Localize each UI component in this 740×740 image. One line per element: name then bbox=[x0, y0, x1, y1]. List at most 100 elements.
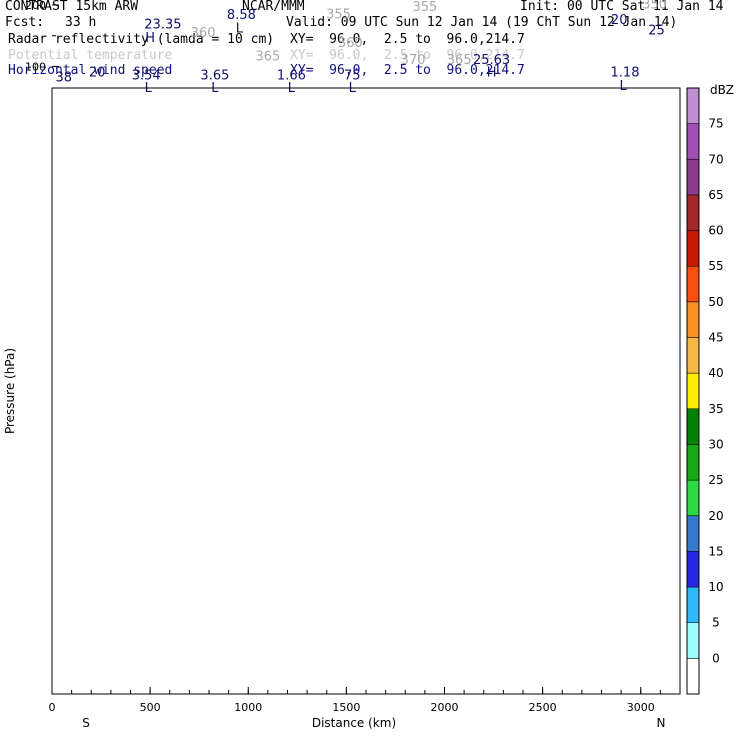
colorbar-swatch bbox=[686, 123, 700, 160]
colorbar-level-label: 70 bbox=[708, 152, 723, 166]
colorbar-level-label: 5 bbox=[712, 616, 720, 630]
theta-stack-contour-8 bbox=[52, 62, 680, 65]
theta-stack-contour-10 bbox=[52, 57, 680, 60]
colorbar-swatch bbox=[686, 658, 700, 695]
colorbar-level-label: 45 bbox=[708, 331, 723, 345]
theta-contour-10 bbox=[52, 0, 680, 5]
forecast-hour: 33 h bbox=[65, 15, 97, 30]
colorbar-swatch bbox=[686, 622, 700, 659]
model-title: CONTRAST 15km ARW bbox=[5, 0, 139, 14]
colorbar-level-label: 15 bbox=[708, 544, 723, 558]
theta-stack-contour-7 bbox=[52, 64, 680, 67]
y-tick-label: 200 bbox=[25, 0, 46, 12]
field-name-theta: Potential temperature bbox=[8, 48, 173, 63]
north-label: N bbox=[657, 716, 666, 730]
x-tick-label: 2000 bbox=[431, 701, 459, 714]
colorbar-level-label: 75 bbox=[708, 117, 723, 131]
colorbar-swatch bbox=[686, 194, 700, 231]
x-tick-label: 0 bbox=[49, 701, 56, 714]
init-time: Init: 00 UTC Sat 11 Jan 14 bbox=[520, 0, 724, 14]
theta-label: 370 bbox=[401, 53, 426, 68]
colorbar-swatch bbox=[686, 444, 700, 481]
field-name-reflectivity: Radar reflectivity (lamda = 10 cm) bbox=[8, 32, 275, 47]
wind-label: 1.18 bbox=[611, 65, 640, 80]
colorbar-swatch bbox=[686, 515, 700, 552]
colorbar-level-label: 65 bbox=[708, 188, 723, 202]
wind-label: 38 bbox=[56, 70, 73, 85]
x-axis-label: Distance (km) bbox=[312, 716, 396, 730]
colorbar-level-label: 0 bbox=[712, 651, 720, 665]
wind-label: L bbox=[619, 79, 627, 94]
colorbar-swatch bbox=[686, 551, 700, 588]
colorbar-swatch bbox=[686, 159, 700, 196]
wind-contour-3 bbox=[221, 54, 405, 79]
colorbar-swatch bbox=[686, 408, 700, 445]
wind-contour-6 bbox=[645, 48, 680, 51]
colorbar-swatch bbox=[686, 87, 700, 124]
theta-label: 360 bbox=[338, 36, 363, 51]
x-tick-label: 2500 bbox=[529, 701, 557, 714]
theta-label: 355 bbox=[412, 0, 437, 15]
colorbar-level-label: 60 bbox=[708, 224, 723, 238]
theta-contour-13 bbox=[91, 48, 680, 60]
colorbar-level-label: 50 bbox=[708, 295, 723, 309]
plot-frame bbox=[51, 87, 681, 695]
colorbar-swatch bbox=[686, 372, 700, 410]
wind-label: 75 bbox=[344, 69, 361, 84]
colorbar-level-label: 10 bbox=[708, 580, 723, 594]
south-label: S bbox=[82, 716, 90, 730]
colorbar-swatch bbox=[686, 301, 700, 338]
wind-label: 3.65 bbox=[200, 69, 229, 84]
wind-label: L bbox=[236, 22, 244, 37]
wind-label: 8.58 bbox=[227, 8, 256, 23]
x-tick-label: 1500 bbox=[332, 701, 360, 714]
colorbar: 0 5 10 15 20 25 30 35 40 45 50 55 60 65 70 75 bbox=[686, 87, 724, 695]
colorbar-frame bbox=[686, 87, 700, 695]
y-axis-label: Pressure (hPa) bbox=[3, 348, 17, 434]
x-tick-label: 3000 bbox=[627, 701, 655, 714]
wind-label: 25 bbox=[648, 24, 665, 39]
wind-label: 3.54 bbox=[132, 69, 161, 84]
colorbar-level-label: 35 bbox=[708, 402, 723, 416]
theta-label: 365 bbox=[255, 49, 280, 64]
colorbar-swatch bbox=[686, 337, 700, 374]
theta-label: 360 bbox=[191, 26, 216, 41]
colorbar-level-label: 20 bbox=[708, 509, 723, 523]
colorbar-level-label: 40 bbox=[708, 366, 723, 380]
theta-label: 365 bbox=[447, 53, 472, 68]
x-tick-label: 500 bbox=[140, 701, 161, 714]
wind-label: H bbox=[487, 65, 497, 80]
field-xy-wind: XY= 96.0, 2.5 to 96.0,214.7 bbox=[290, 63, 525, 78]
theta-label: 350 bbox=[642, 0, 667, 13]
axes: 0500100015002000250030001002003004005006… bbox=[25, 0, 661, 714]
colorbar-swatch bbox=[686, 479, 700, 516]
colorbar-swatch bbox=[686, 265, 700, 303]
x-tick-label: 1000 bbox=[234, 701, 262, 714]
y-tick-label: 100 bbox=[25, 60, 46, 73]
wind-label: 20 bbox=[611, 13, 628, 28]
contour-label-layer: 3653703653603603553553503503503503453453… bbox=[56, 0, 667, 96]
wind-label: 1.66 bbox=[277, 69, 306, 84]
field-xy-theta: XY= 96.0, 2.5 to 96.0,214.7 bbox=[290, 48, 525, 63]
colorbar-unit: dBZ bbox=[710, 83, 734, 97]
organization: NCAR/MMM bbox=[242, 0, 305, 14]
theta-contour-11 bbox=[52, 0, 680, 17]
theta-stack-contour-9 bbox=[52, 59, 680, 62]
forecast-label: Fcst: bbox=[5, 15, 45, 30]
colorbar-level-label: 25 bbox=[708, 473, 723, 487]
colorbar-swatch bbox=[686, 586, 700, 623]
field-xy-reflectivity: XY= 96.0, 2.5 to 96.0,214.7 bbox=[290, 32, 525, 47]
wind-contour-0 bbox=[64, 39, 190, 72]
wind-label: 25.63 bbox=[473, 53, 510, 68]
wind-contour-4 bbox=[484, 48, 680, 63]
colorbar-swatch bbox=[686, 230, 700, 267]
wind-label: 23.35 bbox=[144, 17, 181, 32]
wind-label: H bbox=[145, 31, 155, 46]
theta-label: 355 bbox=[326, 8, 351, 23]
wind-label: 20 bbox=[89, 65, 106, 80]
valid-time: Valid: 09 UTC Sun 12 Jan 14 (19 ChT Sun … bbox=[286, 15, 678, 30]
colorbar-level-label: 30 bbox=[708, 438, 723, 452]
colorbar-level-label: 55 bbox=[708, 259, 723, 273]
